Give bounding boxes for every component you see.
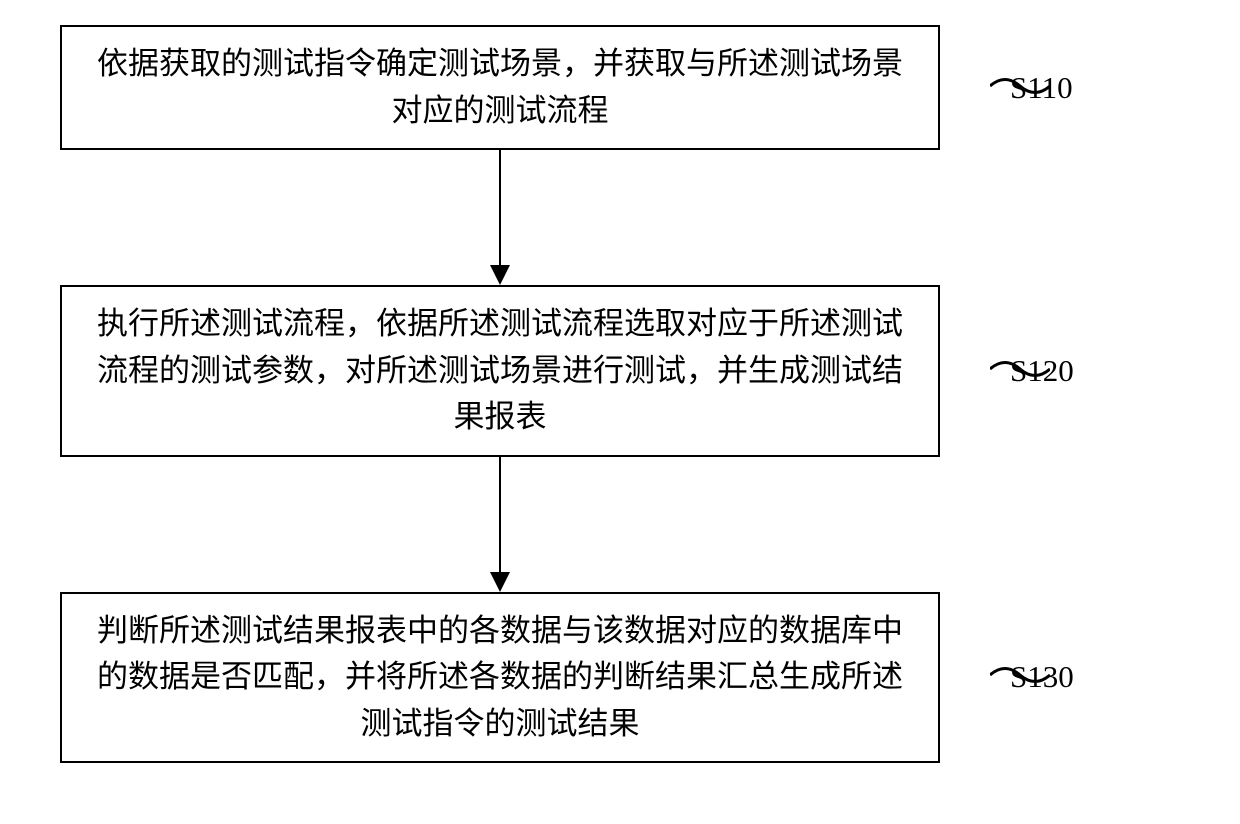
arrow-s120-s130: [60, 457, 940, 592]
arrow-down-icon: [480, 457, 520, 592]
step-text: 判断所述测试结果报表中的各数据与该数据对应的数据库中的数据是否匹配，并将所述各数…: [97, 613, 903, 741]
connector-curve-s110: [990, 68, 1050, 108]
arrow-s110-s120: [60, 150, 940, 285]
step-row-s110: 依据获取的测试指令确定测试场景，并获取与所述测试场景对应的测试流程 S110: [60, 25, 1180, 150]
flowchart-container: 依据获取的测试指令确定测试场景，并获取与所述测试场景对应的测试流程 S110 执…: [60, 25, 1180, 763]
connector-curve-s120: [990, 351, 1050, 391]
step-box-s120: 执行所述测试流程，依据所述测试流程选取对应于所述测试流程的测试参数，对所述测试场…: [60, 285, 940, 457]
connector-curve-s130: [990, 657, 1050, 697]
step-text: 执行所述测试流程，依据所述测试流程选取对应于所述测试流程的测试参数，对所述测试场…: [97, 306, 903, 434]
step-text: 依据获取的测试指令确定测试场景，并获取与所述测试场景对应的测试流程: [97, 46, 903, 128]
step-row-s130: 判断所述测试结果报表中的各数据与该数据对应的数据库中的数据是否匹配，并将所述各数…: [60, 592, 1180, 764]
step-box-s110: 依据获取的测试指令确定测试场景，并获取与所述测试场景对应的测试流程: [60, 25, 940, 150]
step-box-s130: 判断所述测试结果报表中的各数据与该数据对应的数据库中的数据是否匹配，并将所述各数…: [60, 592, 940, 764]
arrow-down-icon: [480, 150, 520, 285]
step-row-s120: 执行所述测试流程，依据所述测试流程选取对应于所述测试流程的测试参数，对所述测试场…: [60, 285, 1180, 457]
